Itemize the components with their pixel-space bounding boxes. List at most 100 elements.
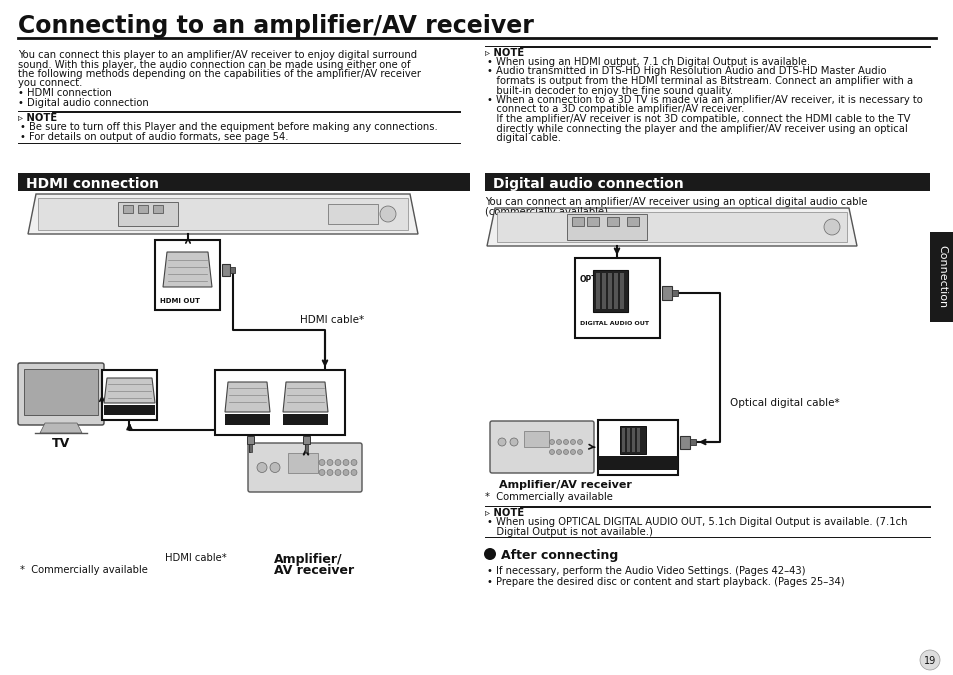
Bar <box>118 202 178 226</box>
Bar <box>38 198 408 230</box>
Circle shape <box>379 206 395 222</box>
Text: DIGITAL AUDIO OUT: DIGITAL AUDIO OUT <box>579 321 648 326</box>
Polygon shape <box>28 194 417 234</box>
Polygon shape <box>163 252 212 287</box>
Bar <box>225 414 270 425</box>
Polygon shape <box>225 382 270 412</box>
Text: you connect.: you connect. <box>18 78 82 88</box>
Bar <box>607 273 612 309</box>
Circle shape <box>556 450 561 454</box>
Text: directly while connecting the player and the amplifier/AV receiver using an opti: directly while connecting the player and… <box>486 124 907 134</box>
Polygon shape <box>486 208 856 246</box>
Bar <box>138 205 148 213</box>
Text: the following methods depending on the capabilities of the amplifier/AV receiver: the following methods depending on the c… <box>18 69 420 79</box>
Circle shape <box>549 450 554 454</box>
Bar <box>288 453 317 473</box>
Bar <box>601 273 605 309</box>
Text: Amplifier/AV receiver: Amplifier/AV receiver <box>498 480 631 490</box>
Circle shape <box>483 548 496 560</box>
Text: 19: 19 <box>923 656 935 666</box>
Bar <box>586 217 598 226</box>
Text: ▹ NOTE: ▹ NOTE <box>484 508 523 518</box>
Bar <box>152 205 163 213</box>
Text: • Digital audio connection: • Digital audio connection <box>18 97 149 107</box>
Bar <box>24 369 98 415</box>
Circle shape <box>577 450 582 454</box>
Bar <box>102 370 157 420</box>
Text: • Audio transmitted in DTS-HD High Resolution Audio and DTS-HD Master Audio: • Audio transmitted in DTS-HD High Resol… <box>486 67 885 76</box>
Text: • Be sure to turn off this Player and the equipment before making any connection: • Be sure to turn off this Player and th… <box>20 122 437 132</box>
Text: HDMI cable*: HDMI cable* <box>299 315 364 325</box>
Text: AV receiver: AV receiver <box>274 564 354 577</box>
Text: OPTICAL: OPTICAL <box>579 275 617 284</box>
Bar <box>929 232 953 322</box>
Circle shape <box>549 439 554 445</box>
Bar <box>283 414 328 425</box>
Text: HDMI OUT: HDMI OUT <box>160 298 200 304</box>
Bar <box>222 264 230 276</box>
Text: • HDMI connection: • HDMI connection <box>18 88 112 98</box>
Text: TV: TV <box>51 437 71 450</box>
Circle shape <box>556 439 561 445</box>
Text: OPTICAL: OPTICAL <box>622 458 652 463</box>
Circle shape <box>256 462 267 472</box>
Bar <box>671 290 678 296</box>
Bar <box>679 436 689 449</box>
Circle shape <box>318 470 325 475</box>
Text: sound. With this player, the audio connection can be made using either one of: sound. With this player, the audio conne… <box>18 59 410 70</box>
Bar <box>328 204 377 224</box>
Circle shape <box>343 470 349 475</box>
Text: digital cable.: digital cable. <box>486 133 560 143</box>
Text: • For details on output of audio formats, see page 54.: • For details on output of audio formats… <box>20 132 288 142</box>
FancyBboxPatch shape <box>18 363 104 425</box>
Text: Connecting to an amplifier/AV receiver: Connecting to an amplifier/AV receiver <box>18 14 534 38</box>
Bar <box>123 205 132 213</box>
Circle shape <box>497 438 505 446</box>
Text: You can connect this player to an amplifier/AV receiver to enjoy digital surroun: You can connect this player to an amplif… <box>18 50 416 60</box>
Text: Amplifier/: Amplifier/ <box>274 553 342 566</box>
Bar <box>596 273 599 309</box>
Text: If the amplifier/AV receiver is not 3D compatible, connect the HDMI cable to the: If the amplifier/AV receiver is not 3D c… <box>486 114 909 124</box>
Text: ▹ NOTE: ▹ NOTE <box>484 48 523 58</box>
Text: formats is output from the HDMI terminal as Bitstream. Connect an amplifier with: formats is output from the HDMI terminal… <box>486 76 912 86</box>
Circle shape <box>563 439 568 445</box>
Circle shape <box>335 460 340 466</box>
Polygon shape <box>104 378 154 403</box>
Circle shape <box>327 470 333 475</box>
Circle shape <box>327 460 333 466</box>
Bar <box>214 370 345 435</box>
Circle shape <box>570 439 575 445</box>
Text: *  Commercially available: * Commercially available <box>20 565 148 575</box>
Bar <box>598 420 678 475</box>
Bar <box>247 436 253 444</box>
Bar <box>619 273 623 309</box>
Bar <box>598 456 678 470</box>
Text: HDMI connection: HDMI connection <box>26 177 159 191</box>
Circle shape <box>343 460 349 466</box>
Text: *  Commercially available: * Commercially available <box>484 492 612 502</box>
Bar <box>689 439 696 445</box>
Polygon shape <box>283 382 328 412</box>
Circle shape <box>510 438 517 446</box>
Text: built-in decoder to enjoy the fine sound quality.: built-in decoder to enjoy the fine sound… <box>486 86 732 95</box>
Bar <box>614 273 618 309</box>
Bar <box>154 240 220 310</box>
Bar <box>631 428 635 452</box>
Bar <box>626 428 629 452</box>
Bar <box>230 267 234 273</box>
Circle shape <box>577 439 582 445</box>
Bar <box>606 217 618 226</box>
Bar <box>303 436 310 444</box>
Bar <box>619 426 645 454</box>
Text: Connection: Connection <box>936 246 946 308</box>
Circle shape <box>563 450 568 454</box>
Text: HDMI IN: HDMI IN <box>291 417 319 422</box>
Bar <box>104 405 154 415</box>
Text: connect to a 3D compatible amplifier/AV receiver.: connect to a 3D compatible amplifier/AV … <box>486 105 743 115</box>
Bar <box>637 428 639 452</box>
Text: DIGITAL AUDIO IN: DIGITAL AUDIO IN <box>610 464 664 469</box>
Text: Optical digital cable*: Optical digital cable* <box>729 398 839 408</box>
Text: Digital Output is not available.): Digital Output is not available.) <box>486 527 652 537</box>
Circle shape <box>335 470 340 475</box>
Circle shape <box>318 460 325 466</box>
